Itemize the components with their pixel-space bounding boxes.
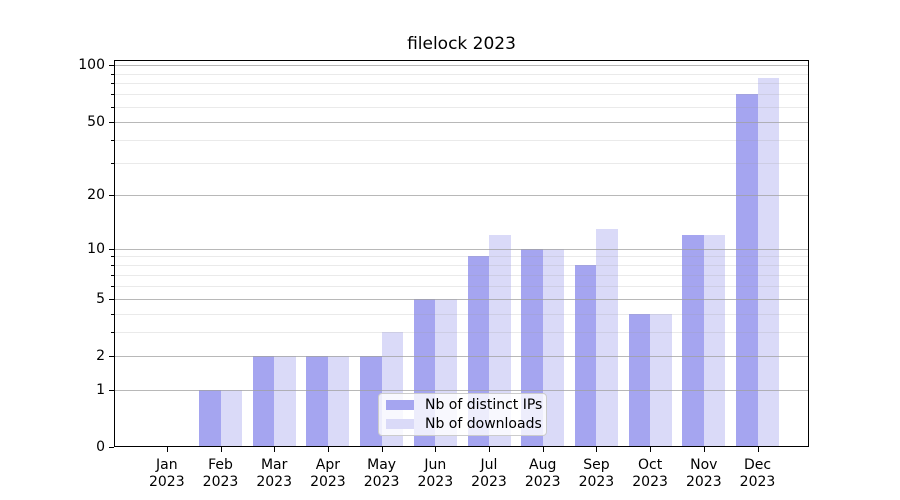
x-tick-mark [274,447,276,452]
legend-swatch-distinct-ips [386,400,414,410]
plot-area: Nb of distinct IPs Nb of downloads [114,60,809,447]
legend-swatch-downloads [386,419,414,429]
bar-downloads [274,356,296,447]
bar-distinct-ips [682,234,704,447]
y-minor-tick-mark [111,285,114,287]
legend: Nb of distinct IPs Nb of downloads [378,393,547,436]
bar-downloads [220,389,242,447]
minor-gridline [115,265,808,267]
y-tick-label: 1 [96,381,105,398]
major-gridline [115,121,808,123]
bar-distinct-ips [252,356,275,447]
x-tick-label: Jul 2023 [471,457,507,490]
minor-gridline [115,73,808,75]
x-tick-mark [650,447,652,452]
bar-downloads [327,356,350,447]
minor-gridline [115,285,808,287]
x-tick-mark [489,447,490,452]
x-tick-label: Sep 2023 [578,457,615,490]
minor-gridline [115,106,808,108]
bar-distinct-ips [360,356,382,447]
y-tick-label: 20 [87,187,105,203]
major-gridline [115,298,808,300]
y-tick-mark [109,356,114,358]
major-gridline [115,65,808,66]
y-tick-label: 5 [96,290,105,307]
y-tick-label: 2 [96,348,105,365]
x-tick-mark [757,447,759,452]
x-tick-label: Apr 2023 [310,457,346,490]
y-minor-tick-mark [111,313,114,315]
y-minor-tick-mark [111,332,114,334]
y-tick-mark [109,248,114,250]
y-tick-mark [109,121,114,123]
minor-gridline [115,274,808,276]
x-tick-mark [435,447,437,452]
y-tick-label: 0 [96,439,105,455]
bar-downloads [757,78,779,447]
major-gridline [115,389,808,391]
x-tick-label: Aug 2023 [524,457,561,490]
y-tick-mark [109,389,114,391]
x-tick-label: May 2023 [363,457,400,490]
bar-distinct-ips [199,389,221,447]
x-tick-label: Mar 2023 [256,457,292,490]
x-tick-mark [166,447,168,452]
y-minor-tick-mark [111,265,114,267]
legend-label-distinct-ips: Nb of distinct IPs [425,397,543,413]
bar-downloads [542,248,565,447]
bar-distinct-ips [736,94,758,447]
x-tick-label: Feb 2023 [202,457,239,490]
x-tick-label: Oct 2023 [632,457,668,490]
y-minor-tick-mark [111,274,114,276]
bar-distinct-ips [306,356,328,447]
minor-gridline [115,313,808,315]
legend-label-downloads: Nb of downloads [425,416,542,432]
legend-item-downloads: Nb of downloads [386,416,546,432]
x-tick-mark [381,447,383,452]
x-tick-mark [327,447,329,452]
y-minor-tick-mark [111,83,114,85]
major-gridline [115,195,808,196]
minor-gridline [115,162,808,164]
minor-gridline [115,139,808,141]
bar-downloads [596,228,618,447]
y-tick-mark [109,195,114,196]
x-tick-label: Jan 2023 [148,457,185,490]
x-tick-mark [220,447,222,452]
y-minor-tick-mark [111,162,114,164]
y-tick-label: 10 [87,240,105,257]
y-tick-mark [109,298,114,300]
y-minor-tick-mark [111,106,114,108]
y-minor-tick-mark [111,139,114,141]
y-tick-mark [109,447,114,448]
y-tick-label: 100 [78,57,105,73]
x-tick-mark [596,447,598,452]
bar-downloads [703,234,726,447]
y-tick-label: 50 [87,113,105,130]
chart-title: filelock 2023 [407,34,516,54]
bar-downloads [650,313,672,447]
major-gridline [115,248,808,250]
x-tick-label: Dec 2023 [739,457,776,490]
x-tick-mark [703,447,705,452]
bar-distinct-ips [628,313,651,447]
y-minor-tick-mark [111,256,114,258]
x-tick-label: Nov 2023 [685,457,722,490]
y-tick-mark [109,65,114,66]
major-gridline [115,356,808,358]
minor-gridline [115,332,808,334]
y-minor-tick-mark [111,94,114,96]
minor-gridline [115,83,808,85]
x-tick-label: Jun 2023 [417,457,454,490]
minor-gridline [115,256,808,258]
bar-distinct-ips [574,265,597,447]
x-tick-mark [542,447,544,452]
y-minor-tick-mark [111,73,114,75]
minor-gridline [115,94,808,96]
legend-item-distinct-ips: Nb of distinct IPs [386,397,546,413]
